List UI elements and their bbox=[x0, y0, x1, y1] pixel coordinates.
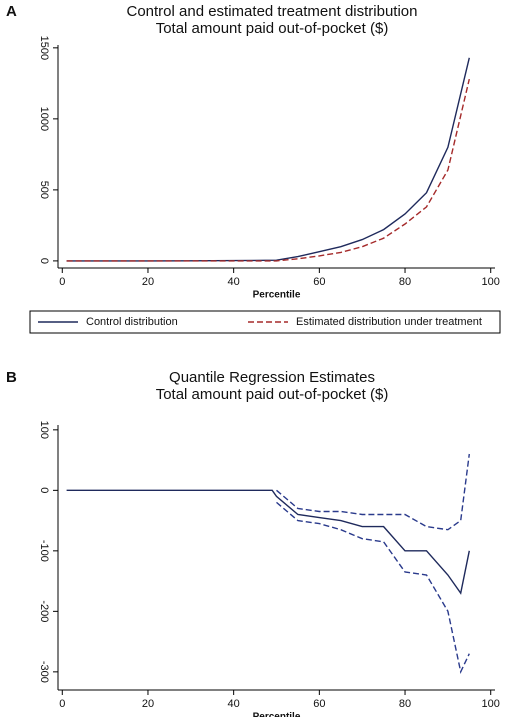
legend-label: Estimated distribution under treatment bbox=[296, 316, 482, 328]
series-line bbox=[66, 489, 470, 595]
y-tick-label: 0 bbox=[38, 487, 50, 493]
y-tick-label: 1000 bbox=[38, 107, 50, 131]
x-tick-label: 0 bbox=[59, 276, 65, 288]
legend-box bbox=[29, 310, 501, 334]
panel-label: A bbox=[6, 3, 17, 20]
chart-title: Quantile Regression Estimates bbox=[169, 369, 375, 386]
x-axis-label: Percentile bbox=[253, 290, 301, 301]
y-tick-label: -100 bbox=[38, 540, 50, 562]
x-tick-label: 100 bbox=[482, 698, 500, 710]
x-tick-label: 60 bbox=[313, 276, 325, 288]
x-axis-label: Percentile bbox=[253, 712, 301, 717]
x-tick-label: 20 bbox=[142, 276, 154, 288]
x-tick-label: 40 bbox=[228, 276, 240, 288]
series-line bbox=[66, 78, 470, 262]
x-tick-label: 60 bbox=[313, 698, 325, 710]
y-tick-label: -300 bbox=[38, 661, 50, 683]
panel-label: B bbox=[6, 369, 17, 386]
chart-subtitle: Total amount paid out-of-pocket ($) bbox=[156, 20, 389, 37]
x-tick-label: 20 bbox=[142, 698, 154, 710]
y-tick-label: 0 bbox=[38, 258, 50, 264]
chart-subtitle: Total amount paid out-of-pocket ($) bbox=[156, 386, 389, 403]
x-tick-label: 80 bbox=[399, 698, 411, 710]
y-tick-label: -200 bbox=[38, 600, 50, 622]
x-tick-label: 80 bbox=[399, 276, 411, 288]
y-tick-label: 100 bbox=[38, 421, 50, 439]
series-line bbox=[276, 501, 470, 674]
y-tick-label: 500 bbox=[38, 181, 50, 199]
x-tick-label: 0 bbox=[59, 698, 65, 710]
legend-label: Control distribution bbox=[86, 316, 178, 328]
series-line bbox=[276, 453, 470, 531]
series-line bbox=[66, 57, 470, 262]
x-tick-label: 100 bbox=[482, 276, 500, 288]
chart-title: Control and estimated treatment distribu… bbox=[127, 3, 418, 20]
y-tick-label: 1500 bbox=[38, 36, 50, 60]
x-tick-label: 40 bbox=[228, 698, 240, 710]
